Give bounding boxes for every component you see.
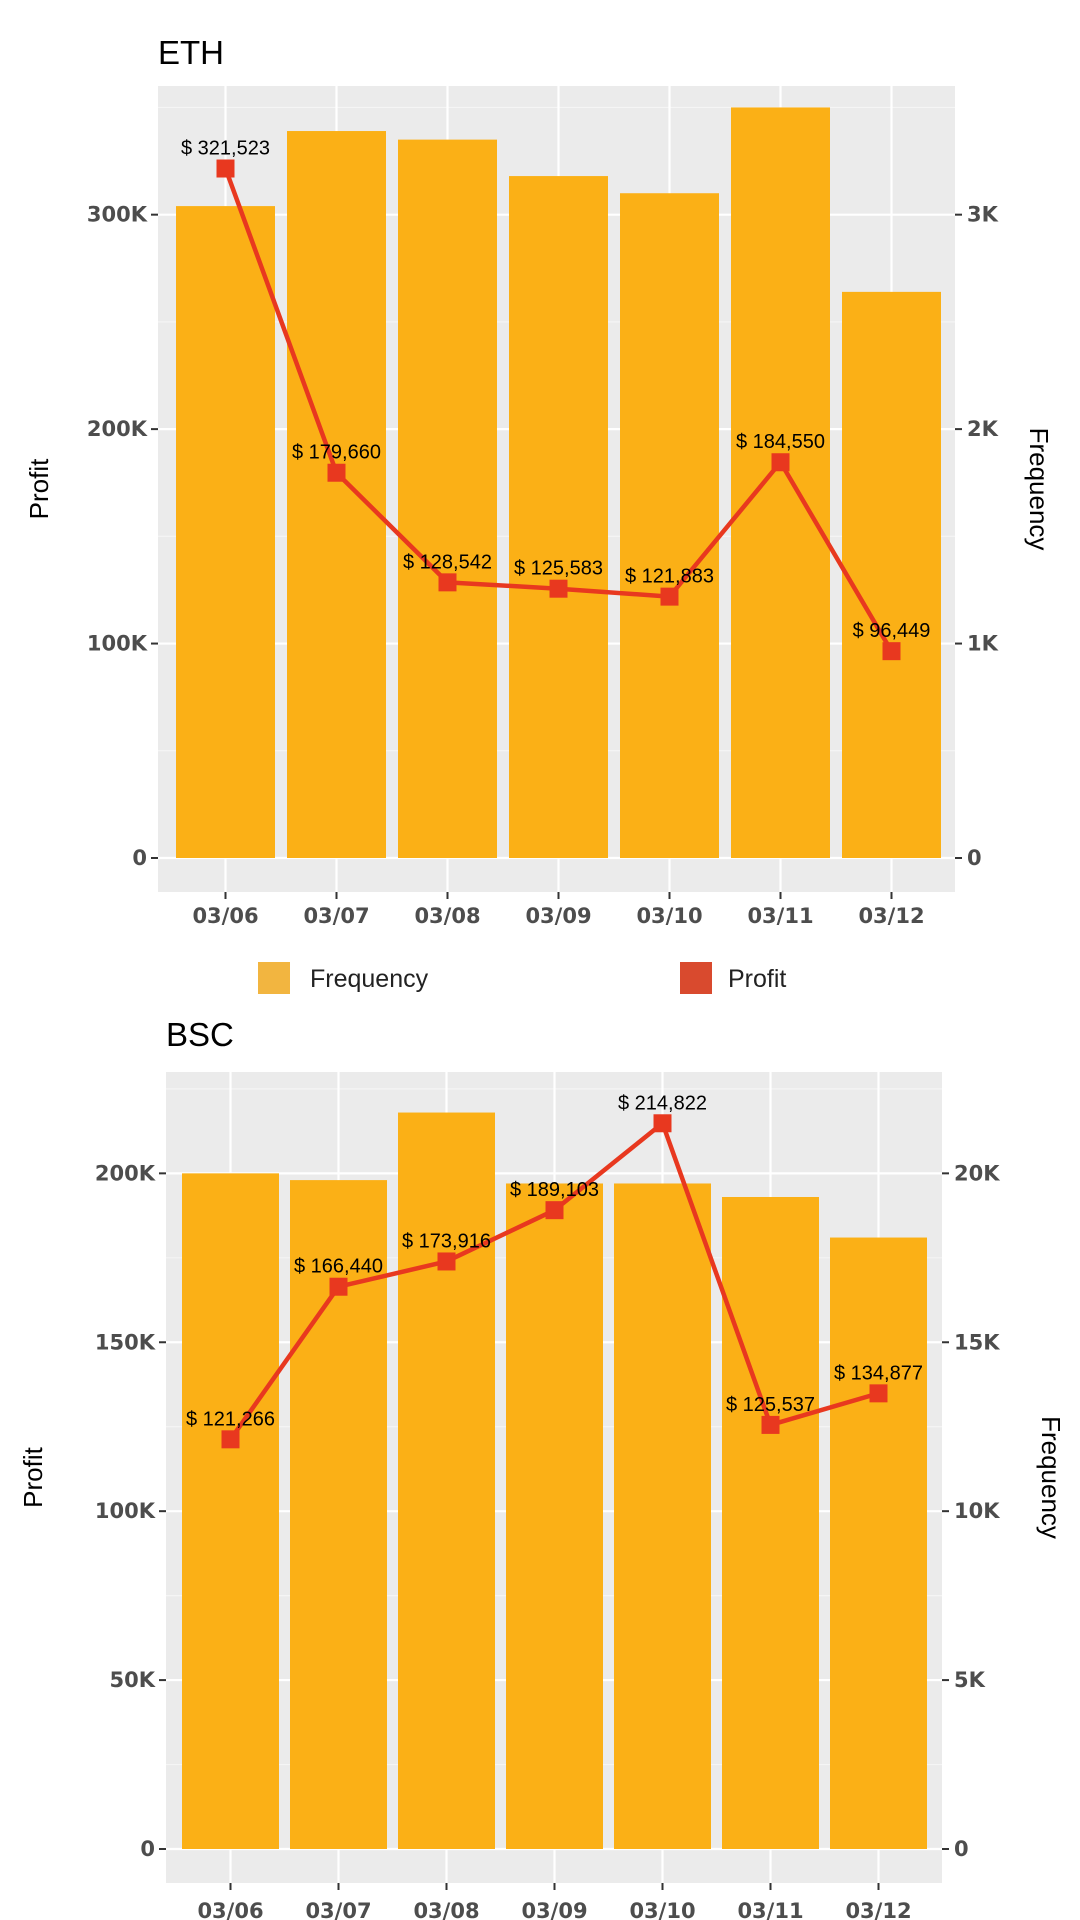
eth-bar-03-08 (398, 139, 497, 859)
eth-bar-03-11 (731, 107, 830, 858)
legend-swatch-frequency (258, 962, 290, 994)
bsc-profit-marker (869, 1384, 888, 1403)
bsc-profit-data-label: $ 134,877 (834, 1362, 923, 1384)
chart-legend: Frequency Profit (258, 962, 786, 994)
eth-x-tick-label: 03/06 (192, 904, 258, 928)
eth-profit-data-label: $ 128,542 (403, 551, 492, 573)
eth-left-tick-label: 300K (87, 203, 148, 227)
bsc-bar-03-12 (830, 1237, 927, 1849)
bsc-y2-axis-title: Frequency (1036, 1416, 1066, 1539)
eth-profit-marker (549, 579, 568, 598)
bsc-bar-03-11 (722, 1196, 819, 1849)
bsc-left-tick-label: 0 (140, 1837, 155, 1861)
bsc-left-tick-label: 200K (95, 1161, 156, 1185)
eth-bar-03-06 (176, 206, 275, 859)
eth-bar-03-07 (287, 131, 386, 859)
bsc-left-tick-label: 100K (95, 1499, 156, 1523)
eth-profit-data-label: $ 321,523 (181, 138, 270, 160)
eth-left-tick-label: 200K (87, 417, 148, 441)
bsc-right-tick-label: 20K (954, 1161, 1000, 1185)
bsc-profit-data-label: $ 166,440 (294, 1256, 383, 1278)
eth-profit-marker (216, 159, 235, 178)
bsc-x-tick-label: 03/06 (197, 1899, 263, 1920)
bsc-x-tick-label: 03/12 (845, 1899, 911, 1920)
bsc-right-tick-label: 10K (954, 1499, 1000, 1523)
legend-label-frequency: Frequency (310, 965, 429, 993)
legend-swatch-profit (680, 962, 712, 994)
bsc-x-tick-label: 03/11 (737, 1899, 803, 1920)
eth-profit-marker (771, 453, 790, 472)
eth-chart: ETH $ 321,523 $ 179,660 $ 128,542 $ 125,583 $… (24, 34, 1054, 928)
bsc-profit-data-label: $ 173,916 (402, 1230, 491, 1252)
bsc-profit-marker (545, 1201, 564, 1220)
eth-y2-axis-title: Frequency (1024, 428, 1054, 551)
bsc-left-tick-label: 150K (95, 1330, 156, 1354)
eth-left-tick-label: 0 (132, 846, 147, 870)
eth-x-tick-label: 03/11 (747, 904, 813, 928)
eth-right-tick-label: 3K (967, 203, 999, 227)
bsc-x-tick-label: 03/10 (629, 1899, 695, 1920)
eth-profit-marker (660, 587, 679, 606)
bsc-left-tick-label: 50K (110, 1668, 156, 1692)
eth-profit-data-label: $ 125,583 (514, 558, 603, 580)
eth-profit-marker (327, 463, 346, 482)
bsc-bar-03-06 (182, 1173, 279, 1849)
eth-profit-marker (882, 642, 901, 661)
eth-x-tick-label: 03/09 (525, 904, 591, 928)
eth-bar-03-10 (620, 193, 719, 858)
eth-x-tick-label: 03/08 (414, 904, 480, 928)
eth-right-tick-label: 2K (967, 417, 999, 441)
bsc-x-tick-label: 03/08 (413, 1899, 479, 1920)
bsc-profit-marker (329, 1277, 348, 1296)
bsc-profit-data-label: $ 125,537 (726, 1394, 815, 1416)
bsc-profit-marker (653, 1114, 672, 1133)
eth-y-axis-title: Profit (24, 458, 54, 519)
bsc-right-tick-label: 0 (954, 1837, 969, 1861)
eth-x-tick-label: 03/07 (303, 904, 369, 928)
eth-bar-03-12 (842, 291, 941, 858)
bsc-profit-data-label: $ 121,266 (186, 1408, 275, 1430)
legend-label-profit: Profit (728, 965, 786, 993)
bsc-profit-data-label: $ 214,822 (618, 1092, 707, 1114)
bsc-profit-marker (437, 1252, 456, 1271)
bsc-bar-03-08 (398, 1112, 495, 1849)
eth-x-tick-label: 03/12 (858, 904, 924, 928)
bsc-y-axis-title: Profit (18, 1446, 48, 1507)
bsc-x-tick-label: 03/09 (521, 1899, 587, 1920)
bsc-profit-marker (761, 1415, 780, 1434)
bsc-bar-03-10 (614, 1183, 711, 1849)
eth-x-tick-label: 03/10 (636, 904, 702, 928)
eth-profit-data-label: $ 121,883 (625, 566, 714, 588)
eth-left-tick-label: 100K (87, 632, 148, 656)
bsc-bar-03-09 (506, 1183, 603, 1849)
eth-bar-03-09 (509, 176, 608, 859)
bsc-x-tick-label: 03/07 (305, 1899, 371, 1920)
eth-profit-marker (438, 573, 457, 592)
bsc-chart: BSC $ 121,266 $ 166,440 $ 173,916 $ 189,103 $… (18, 1016, 1066, 1920)
eth-profit-data-label: $ 96,449 (853, 620, 931, 642)
eth-right-tick-label: 1K (967, 632, 999, 656)
bsc-title: BSC (166, 1016, 234, 1053)
bsc-right-tick-label: 15K (954, 1330, 1000, 1354)
eth-profit-data-label: $ 179,660 (292, 442, 381, 464)
eth-right-tick-label: 0 (967, 846, 982, 870)
eth-profit-data-label: $ 184,550 (736, 431, 825, 453)
bsc-profit-data-label: $ 189,103 (510, 1179, 599, 1201)
bsc-right-tick-label: 5K (954, 1668, 986, 1692)
eth-title: ETH (158, 34, 224, 71)
bsc-profit-marker (221, 1430, 240, 1449)
